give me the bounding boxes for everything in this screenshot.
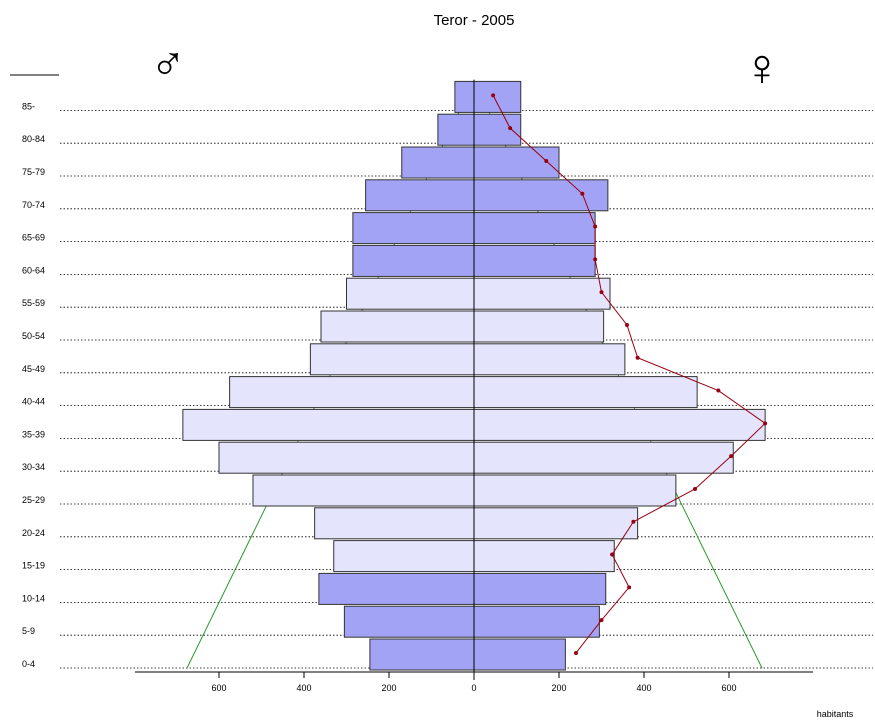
age-group-label: 30-34 [22, 462, 45, 472]
male-bar [369, 638, 475, 671]
age-group-label: 15-19 [22, 561, 45, 571]
male-bar [229, 376, 475, 409]
male-bar [333, 540, 475, 573]
female-bar [473, 572, 607, 605]
female-bar [473, 408, 766, 441]
female-bar [473, 343, 626, 376]
overlay-point [593, 224, 598, 229]
age-group-label: 50-54 [22, 331, 45, 341]
age-group-label: 25-29 [22, 495, 45, 505]
male-bar [320, 310, 475, 343]
age-group-label: 55-59 [22, 298, 45, 308]
overlay-point [631, 519, 636, 524]
y-axis-labels: 0-4 5-9 10-14 15-19 20-24 25-29 30-34 35-39 40-4… [22, 101, 45, 669]
overlay-point [763, 421, 768, 426]
chart-title: Teror - 2005 [434, 12, 515, 29]
age-group-label: 20-24 [22, 528, 45, 538]
age-group-label: 80-84 [22, 134, 45, 144]
overlay-point [599, 618, 604, 623]
x-tick-label: 600 [211, 683, 226, 693]
male-bar [365, 179, 475, 212]
age-group-label: 10-14 [22, 593, 45, 603]
female-bar [473, 376, 698, 409]
x-axis-label: habitants [817, 709, 854, 719]
male-bar [318, 572, 475, 605]
overlay-point [627, 585, 632, 590]
age-group-label: 60-64 [22, 265, 45, 275]
x-tick-label: 400 [636, 683, 651, 693]
female-bar [473, 441, 734, 474]
x-tick-label: 600 [721, 683, 736, 693]
overlay-point [610, 552, 615, 557]
x-tick-label: 400 [296, 683, 311, 693]
female-symbol-icon: ♀ [743, 39, 782, 97]
overlay-point [580, 191, 585, 196]
age-group-label: 40-44 [22, 397, 45, 407]
overlay-point [625, 322, 629, 327]
x-axis: 600 400 200 0 200 400 600 [135, 79, 813, 693]
overlay-line [491, 93, 768, 655]
age-group-label: 5-9 [22, 626, 35, 636]
female-bar [473, 179, 609, 212]
age-group-label: 0-4 [22, 659, 35, 669]
x-tick-label: 200 [381, 683, 396, 693]
male-bar [454, 80, 475, 113]
male-bar [346, 277, 475, 310]
female-bar [473, 605, 600, 638]
overlay-point [593, 257, 598, 262]
female-bar [473, 212, 596, 245]
male-bar [401, 146, 475, 179]
age-group-label: 65-69 [22, 233, 45, 243]
female-bar [473, 146, 560, 179]
male-bar [182, 408, 475, 441]
female-bar [473, 113, 522, 146]
male-bar [352, 212, 475, 245]
age-group-label: 85- [22, 101, 35, 111]
female-bar [473, 80, 522, 113]
age-group-label: 70-74 [22, 200, 45, 210]
age-group-label: 45-49 [22, 364, 45, 374]
overlay-point [716, 388, 721, 393]
overlay-point [729, 454, 734, 459]
male-symbol-icon: ♂ [150, 38, 186, 91]
male-bar [218, 441, 475, 474]
overlay-point [574, 650, 578, 655]
x-tick-label: 0 [471, 683, 476, 693]
female-bar [473, 540, 615, 573]
overlay-point [544, 158, 549, 163]
overlay-polyline [492, 95, 766, 654]
male-bar [343, 605, 475, 638]
overlay-point [635, 355, 640, 360]
female-bar [473, 507, 639, 540]
male-bar [309, 343, 475, 376]
male-bar [352, 244, 475, 277]
male-bar [252, 474, 475, 507]
female-bar [473, 277, 611, 310]
overlay-point [491, 93, 496, 98]
male-bar [437, 113, 475, 146]
age-group-label: 75-79 [22, 167, 45, 177]
overlay-point [599, 290, 604, 295]
female-bar [473, 638, 566, 671]
age-group-label: 35-39 [22, 429, 45, 439]
overlay-point [508, 126, 513, 131]
female-bar [473, 310, 605, 343]
male-bar [314, 507, 475, 540]
overlay-point [693, 486, 697, 491]
x-tick-label: 200 [551, 683, 566, 693]
female-bar [473, 474, 677, 507]
female-bar [473, 244, 596, 277]
